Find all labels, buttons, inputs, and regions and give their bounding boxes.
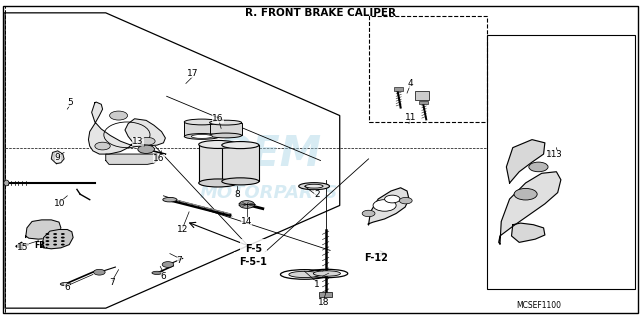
Text: 16: 16 xyxy=(212,114,224,123)
Text: 7: 7 xyxy=(177,256,182,265)
Circle shape xyxy=(61,240,65,242)
Ellipse shape xyxy=(222,142,259,149)
Text: 1: 1 xyxy=(315,280,320,289)
Circle shape xyxy=(53,237,57,239)
Text: 14: 14 xyxy=(241,217,253,226)
Bar xyxy=(394,87,403,91)
Text: 17: 17 xyxy=(187,69,198,78)
Ellipse shape xyxy=(191,134,213,138)
Text: 6: 6 xyxy=(65,283,70,292)
Circle shape xyxy=(61,233,65,235)
Bar xyxy=(199,144,237,183)
Text: 3: 3 xyxy=(555,150,560,159)
Ellipse shape xyxy=(299,183,329,190)
Ellipse shape xyxy=(185,119,219,125)
Circle shape xyxy=(529,162,548,172)
Text: MOTORPARTS: MOTORPARTS xyxy=(200,184,338,202)
Text: 10: 10 xyxy=(54,199,65,208)
Text: 6: 6 xyxy=(161,272,166,281)
Text: F-5: F-5 xyxy=(245,244,262,254)
Text: 5: 5 xyxy=(68,98,73,107)
Circle shape xyxy=(110,111,128,120)
Text: 2: 2 xyxy=(315,190,320,199)
Ellipse shape xyxy=(152,271,162,274)
Text: MCSEF1100: MCSEF1100 xyxy=(516,301,561,310)
Bar xyxy=(185,122,219,136)
Text: 11: 11 xyxy=(545,150,557,159)
Circle shape xyxy=(373,200,396,211)
Circle shape xyxy=(61,237,65,239)
Text: 4: 4 xyxy=(408,79,413,88)
Ellipse shape xyxy=(199,179,237,187)
Bar xyxy=(210,123,242,135)
Circle shape xyxy=(239,201,254,208)
Circle shape xyxy=(46,237,49,239)
Polygon shape xyxy=(512,223,545,242)
Circle shape xyxy=(385,195,400,203)
Ellipse shape xyxy=(185,134,219,139)
Ellipse shape xyxy=(4,180,9,186)
Text: 16: 16 xyxy=(153,154,165,163)
Text: R. FRONT BRAKE CALIPER: R. FRONT BRAKE CALIPER xyxy=(245,8,396,18)
Text: 8: 8 xyxy=(235,190,240,199)
Ellipse shape xyxy=(60,282,71,286)
Circle shape xyxy=(514,188,537,200)
Circle shape xyxy=(95,142,110,150)
Text: F-12: F-12 xyxy=(364,253,388,264)
Text: 13: 13 xyxy=(132,137,144,146)
Ellipse shape xyxy=(163,197,177,202)
Polygon shape xyxy=(51,151,64,164)
Circle shape xyxy=(46,233,49,235)
Bar xyxy=(487,35,635,289)
Polygon shape xyxy=(26,220,61,239)
Circle shape xyxy=(140,137,155,145)
Circle shape xyxy=(138,145,154,153)
Circle shape xyxy=(61,244,65,246)
Text: 18: 18 xyxy=(318,298,329,307)
Circle shape xyxy=(53,240,57,242)
Ellipse shape xyxy=(305,184,323,188)
Ellipse shape xyxy=(210,133,242,138)
Text: 7: 7 xyxy=(110,278,115,287)
Ellipse shape xyxy=(289,271,320,278)
Bar xyxy=(419,101,428,104)
Text: FR.: FR. xyxy=(34,241,48,250)
Polygon shape xyxy=(368,188,409,225)
Ellipse shape xyxy=(222,178,259,185)
Text: 11: 11 xyxy=(404,113,416,122)
Bar xyxy=(369,16,487,122)
Circle shape xyxy=(46,240,49,242)
Circle shape xyxy=(399,197,412,204)
Text: OEM: OEM xyxy=(217,133,322,175)
Text: F-5-1: F-5-1 xyxy=(239,256,267,267)
Text: 15: 15 xyxy=(17,243,29,252)
Polygon shape xyxy=(499,172,561,244)
Circle shape xyxy=(94,269,105,275)
Circle shape xyxy=(362,210,375,217)
Ellipse shape xyxy=(210,120,242,125)
Text: 12: 12 xyxy=(177,225,188,234)
Circle shape xyxy=(162,262,174,267)
Polygon shape xyxy=(88,102,165,154)
Circle shape xyxy=(46,244,49,246)
Ellipse shape xyxy=(199,141,237,148)
Text: 9: 9 xyxy=(55,153,60,162)
Bar xyxy=(222,145,259,181)
Bar xyxy=(319,292,332,297)
Polygon shape xyxy=(40,230,73,249)
Bar xyxy=(415,91,429,100)
Ellipse shape xyxy=(313,271,340,276)
Polygon shape xyxy=(506,140,545,183)
Polygon shape xyxy=(106,154,157,164)
Circle shape xyxy=(53,244,57,246)
Circle shape xyxy=(53,233,57,235)
